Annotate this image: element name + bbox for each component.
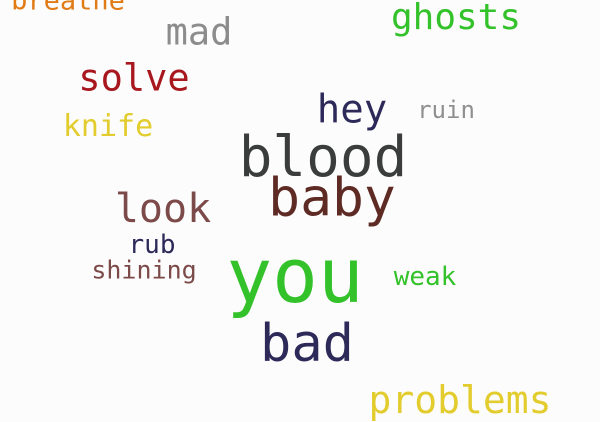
word-solve: solve [78,56,190,100]
word-rub: rub [128,230,176,260]
word-ghosts: ghosts [390,0,522,38]
word-hey: hey [316,87,388,133]
word-knife: knife [62,109,154,144]
word-bad: bad [260,314,354,374]
word-baby: baby [268,167,396,229]
word-ruin: ruin [417,96,475,124]
word-you: you [226,231,364,320]
word-breathe: breathe [11,0,125,17]
word-shining: shining [91,255,197,285]
word-look: look [114,186,212,232]
word-problems: problems [368,378,552,422]
word-weak: weak [393,262,457,292]
word-blood: blood [238,125,408,190]
word-mad: mad [165,10,233,54]
